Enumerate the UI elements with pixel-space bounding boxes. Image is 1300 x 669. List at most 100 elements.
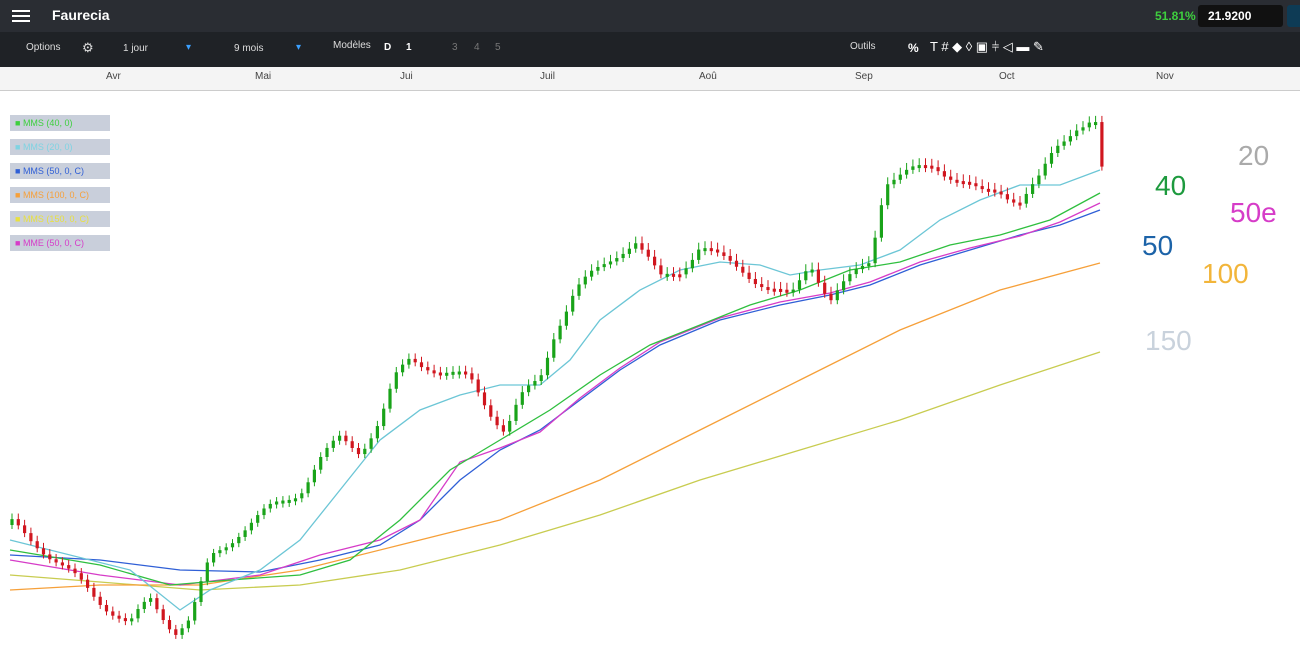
candle-part [942,171,946,177]
candle-part [741,266,745,273]
ma-50 [9,209,1101,573]
candle-part [375,426,379,439]
layout[interactable]: 4 [474,42,480,53]
candle-part [905,169,909,175]
candle-part [130,618,134,622]
dropdown[interactable]: ▾ [296,42,302,53]
candle-part [860,265,865,270]
candle-part [167,620,172,630]
candle-part [873,237,877,264]
period[interactable]: 9 mois [234,43,264,54]
candle-part [949,176,953,180]
candle-part [968,181,972,185]
candle-part [394,372,398,389]
candle-part [86,579,90,588]
candle-part [527,385,531,393]
candle-part [697,249,701,260]
ma-20 [9,169,1101,611]
layout[interactable]: 1 [406,42,412,53]
month-label: Mai [255,71,272,82]
candle-part [331,440,335,448]
candle-part [886,184,890,206]
candle-part [615,258,619,262]
candle-part [161,609,165,621]
candle-part [753,278,757,285]
candle-part [514,404,518,421]
candle-part [249,522,253,531]
candle-part [10,519,14,525]
change: 51.81% [1155,9,1196,23]
candle-part [432,370,436,374]
candle-part [426,367,430,371]
tools[interactable]: Outils [850,41,876,52]
options[interactable]: Options [26,42,61,53]
candle-part [117,615,121,619]
candle-part [879,205,883,238]
candle-part [867,263,871,267]
annotation: 50e [1230,197,1277,228]
menu-button[interactable] [12,7,30,25]
candle-part [401,364,405,373]
settings[interactable]: ⚙ [82,40,94,55]
candle-part [898,174,902,180]
candle-part [92,587,96,597]
candle-part [142,601,146,610]
candle-part [520,392,524,405]
candle-part [1075,130,1079,137]
layout[interactable]: D [384,42,392,53]
header: Faurecia 51.81% 21.9200 [0,0,1300,32]
candle-part [16,519,20,526]
month-label: Avr [106,71,121,82]
tool-icons[interactable]: T # ◆ ◊ ▣ ⫩ ◁ ▬ ✎ [930,39,1044,54]
candle-part [772,288,776,292]
legend-item: ■ MMS (100, 0, C) [10,187,110,203]
candle-part [583,276,587,285]
candle-part [690,259,694,269]
candle-part [1024,193,1028,204]
title: Faurecia [52,7,110,23]
candle-part [356,447,361,455]
candle-part [999,191,1003,195]
candle-part [1049,152,1054,164]
layout[interactable]: 5 [495,42,501,53]
candle-part [438,372,442,376]
annotation: 20 [1238,140,1270,171]
interval[interactable]: 1 jour [123,43,149,54]
candle-part [936,167,940,172]
dropdown[interactable]: ▾ [186,42,192,53]
candle-part [760,284,764,288]
legend-item: ■ MMS (40, 0) [10,115,110,131]
candle-part [495,416,499,426]
legend-item: ■ MME (50, 0, C) [10,235,110,251]
candle-part [306,482,310,494]
candle-part [634,243,638,249]
candle-part [382,408,386,427]
candle-part [665,273,669,277]
candle-part [545,357,550,376]
candle-part [627,248,631,254]
candle-part [804,271,808,281]
candle-part [1087,122,1091,128]
candle-part [419,362,424,368]
models[interactable]: Modèles [333,40,371,51]
candle-part [193,602,197,621]
candle-part [653,256,657,266]
candle-part [923,165,928,169]
candle-part [79,573,83,580]
candle-part [539,375,543,382]
candle-part [268,503,272,509]
candle-part [205,562,209,582]
candle-part [111,611,115,616]
percent[interactable]: % [908,41,919,55]
legend-item: ■ MMS (150, 0, C) [10,211,110,227]
candle-part [338,435,342,441]
candle-part [835,290,839,301]
candle-part [136,609,140,619]
candle-part [413,358,417,363]
candle-part [848,274,852,282]
candle-part [325,447,329,457]
layout[interactable]: 3 [452,42,458,53]
candle-part [596,266,600,271]
candle-part [224,547,228,551]
candle-part [1094,122,1098,126]
